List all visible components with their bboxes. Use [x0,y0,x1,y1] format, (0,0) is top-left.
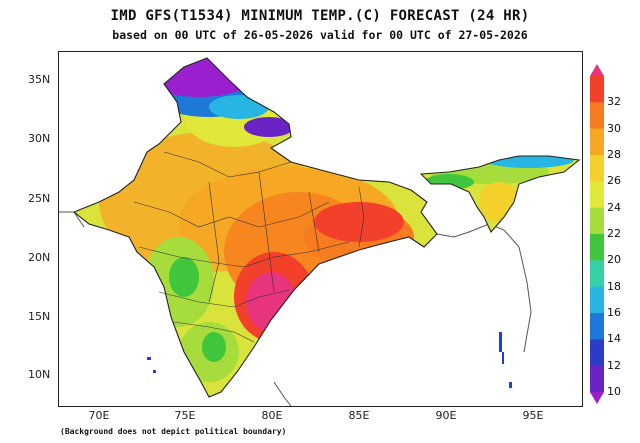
india-outline [72,57,438,398]
lat-label-30n: 30N [28,132,51,145]
colorbar-cell [590,181,604,209]
myanmar-border-outline [436,223,532,353]
colorbar-tick-label: 26 [607,174,621,188]
lat-label-15n: 15N [28,310,51,323]
colorbar-cell [590,207,604,235]
andaman-islands [499,332,512,388]
colorbar-cell [590,155,604,182]
lon-label-80e: 80E [261,409,283,422]
colorbar-tick-label: 12 [607,358,621,372]
state-boundaries [133,151,365,343]
temperature-map [58,51,583,407]
colorbar-top-arrow [590,64,604,76]
colorbar-bottom-arrow [590,392,604,404]
colorbar-cells [590,76,604,393]
colorbar-cell [590,102,604,130]
colorbar-cell [590,234,604,261]
lat-label-20n: 20N [28,251,51,264]
colorbar-cell [590,286,604,314]
colorbar-cell [590,313,604,340]
colorbar-tick-label: 24 [607,200,621,214]
lon-label-75e: 75E [174,409,196,422]
lon-label-90e: 90E [435,409,457,422]
colorbar-tick-label: 22 [607,227,621,240]
colorbar-cell [590,128,604,156]
colorbar-tick-label: 10 [607,385,621,398]
colorbar-cell [590,365,604,393]
colorbar [590,64,604,404]
colorbar-tick-label: 14 [607,332,621,346]
lat-label-10n: 10N [28,368,51,381]
lon-label-95e: 95E [522,409,544,422]
colorbar-cell [590,76,604,103]
india-map-svg [59,57,581,406]
colorbar-tick-label: 30 [607,121,621,135]
northeast-india-outline [419,155,581,234]
lon-label-70e: 70E [88,409,110,422]
colorbar-tick-label: 20 [607,253,621,267]
lon-label-85e: 85E [348,409,370,422]
sri-lanka-outline [273,381,292,406]
lat-label-35n: 35N [28,73,51,86]
lakshadweep-islands [147,357,156,373]
footnote: (Background does not depict political bo… [60,427,287,436]
map-title: IMD GFS(T1534) MINIMUM TEMP.(C) FORECAST… [110,8,530,24]
map-subtitle: based on 00 UTC of 26-05-2026 valid for … [112,28,528,42]
colorbar-tick-label: 28 [607,148,621,161]
colorbar-cell [590,339,604,367]
colorbar-tick-label: 32 [607,95,621,109]
colorbar-tick-label: 16 [607,306,621,319]
lat-label-25n: 25N [28,192,51,205]
colorbar-cell [590,260,604,288]
colorbar-tick-label: 18 [607,279,621,293]
